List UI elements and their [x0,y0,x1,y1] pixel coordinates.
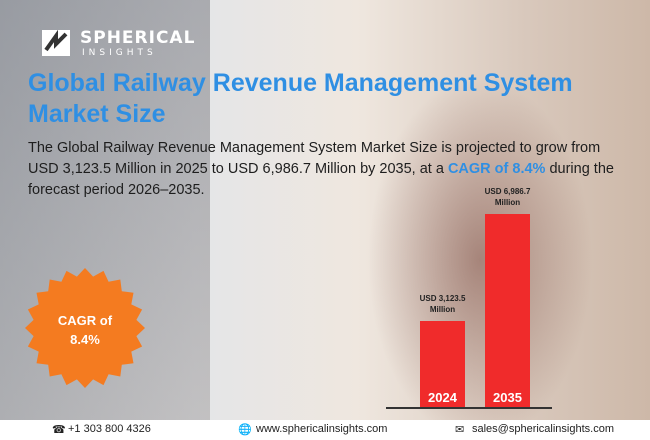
baseline [386,407,552,409]
web-icon: 🌐 [238,424,252,436]
description-highlight: CAGR of 8.4% [447,161,546,177]
logo-icon [42,30,70,56]
phone: +1 303 800 4326 [68,423,151,435]
cagr-badge [25,268,145,388]
badge-shape [25,268,145,388]
brand-tagline: INSIGHTS [82,48,157,58]
x-tick-label: 2024 [428,390,457,405]
value-label: USD 3,123.5 Million [419,294,466,315]
bar [420,321,465,408]
footer: ☎ +1 303 800 4326 🌐 www.sphericalinsight… [0,420,650,440]
description: The Global Railway Revenue Management Sy… [28,138,628,201]
email: sales@sphericalinsights.com [472,423,615,435]
brand-name: SPHERICAL [80,28,196,48]
description-text: The Global Railway Revenue Management Sy… [28,140,601,177]
value-label: USD 6,986.7 Million [484,187,531,207]
description-text: during the forecast period 2026–2035. [28,161,614,198]
x-tick-label: 2035 [493,390,522,405]
mail-icon: ✉ [455,424,465,436]
bar [485,214,530,408]
title: Global Railway Revenue Management System… [28,69,573,128]
phone-icon: ☎ [52,424,66,436]
chart: USD 3,123.5 Million 2024 USD 6,986.7 Milli… [419,187,531,408]
badge-text: CAGR of 8.4% [57,313,113,347]
website: www.sphericalinsights.com [256,423,388,435]
